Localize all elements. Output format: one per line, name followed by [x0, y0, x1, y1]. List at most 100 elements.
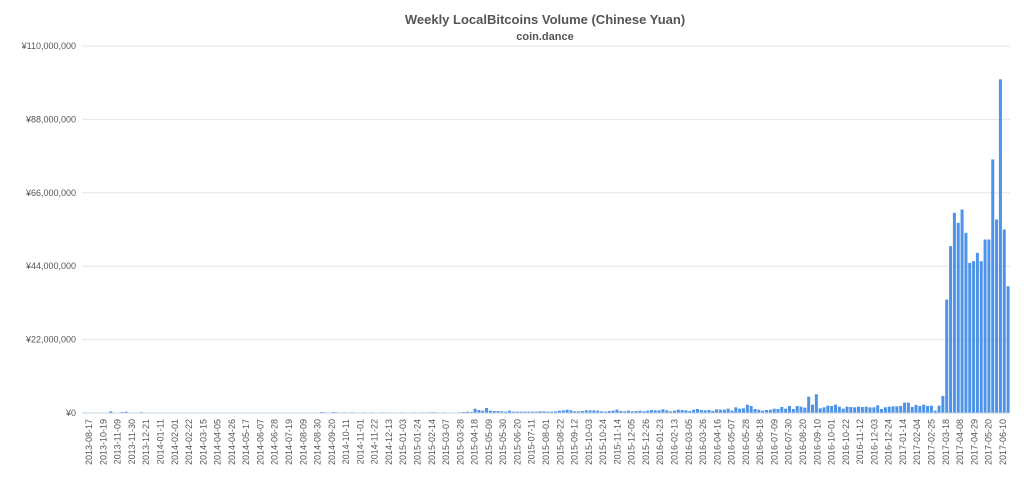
bar[interactable]	[803, 407, 807, 413]
bar[interactable]	[561, 410, 565, 413]
bar[interactable]	[638, 410, 642, 413]
bar[interactable]	[899, 405, 903, 413]
bar[interactable]	[661, 409, 665, 413]
bar[interactable]	[761, 410, 765, 413]
bar[interactable]	[795, 405, 799, 413]
bar[interactable]	[864, 406, 868, 413]
bar[interactable]	[791, 409, 795, 413]
bar[interactable]	[853, 407, 857, 413]
bar[interactable]	[603, 411, 607, 413]
bar[interactable]	[876, 405, 880, 413]
bar[interactable]	[600, 411, 604, 413]
bar[interactable]	[592, 410, 596, 413]
bar[interactable]	[465, 411, 469, 413]
bar[interactable]	[642, 411, 646, 413]
bar[interactable]	[998, 79, 1002, 414]
bar[interactable]	[718, 409, 722, 413]
bar[interactable]	[872, 407, 876, 413]
bar[interactable]	[975, 252, 979, 413]
bar[interactable]	[715, 409, 719, 413]
bar[interactable]	[515, 411, 519, 413]
bar[interactable]	[1002, 229, 1006, 414]
bar[interactable]	[653, 410, 657, 413]
bar[interactable]	[929, 405, 933, 413]
bar[interactable]	[492, 411, 496, 413]
bar[interactable]	[918, 405, 922, 413]
bar[interactable]	[542, 411, 546, 413]
bar[interactable]	[584, 410, 588, 413]
bar[interactable]	[991, 159, 995, 413]
bar[interactable]	[477, 410, 481, 413]
bar[interactable]	[822, 407, 826, 413]
bar[interactable]	[906, 402, 910, 413]
bar[interactable]	[837, 406, 841, 413]
bar[interactable]	[818, 408, 822, 413]
bar[interactable]	[772, 408, 776, 413]
bar[interactable]	[753, 409, 757, 413]
bar[interactable]	[569, 410, 573, 413]
bar[interactable]	[983, 239, 987, 413]
bar[interactable]	[711, 411, 715, 413]
bar[interactable]	[830, 405, 834, 413]
bar[interactable]	[626, 410, 630, 413]
bar[interactable]	[488, 410, 492, 413]
bar[interactable]	[726, 408, 730, 413]
bar[interactable]	[676, 409, 680, 413]
bar[interactable]	[527, 411, 531, 413]
bar[interactable]	[722, 409, 726, 413]
bar[interactable]	[849, 406, 853, 413]
bar[interactable]	[745, 404, 749, 413]
bar[interactable]	[672, 410, 676, 413]
bar[interactable]	[511, 411, 515, 413]
bar[interactable]	[473, 408, 477, 413]
bar[interactable]	[811, 404, 815, 413]
bar[interactable]	[496, 411, 500, 413]
bar[interactable]	[665, 410, 669, 413]
bar[interactable]	[895, 406, 899, 413]
bar[interactable]	[703, 410, 707, 413]
bar[interactable]	[857, 406, 861, 413]
bar[interactable]	[519, 411, 523, 413]
bar[interactable]	[485, 408, 489, 413]
bar[interactable]	[623, 411, 627, 413]
bar[interactable]	[784, 408, 788, 413]
bar[interactable]	[799, 406, 803, 413]
bar[interactable]	[680, 410, 684, 413]
bar[interactable]	[573, 411, 577, 413]
bar[interactable]	[508, 410, 512, 413]
bar[interactable]	[124, 411, 128, 413]
bar[interactable]	[630, 411, 634, 413]
bar[interactable]	[741, 408, 745, 413]
bar[interactable]	[814, 394, 818, 413]
bar[interactable]	[611, 410, 615, 413]
bar[interactable]	[580, 411, 584, 413]
bar[interactable]	[922, 404, 926, 413]
bar[interactable]	[995, 219, 999, 413]
bar[interactable]	[868, 407, 872, 413]
bar[interactable]	[768, 409, 772, 413]
bar[interactable]	[481, 410, 485, 413]
bar[interactable]	[860, 406, 864, 413]
bar[interactable]	[500, 411, 504, 413]
bar[interactable]	[834, 404, 838, 413]
bar[interactable]	[634, 411, 638, 413]
bar[interactable]	[695, 409, 699, 413]
bar[interactable]	[619, 411, 623, 413]
bar[interactable]	[615, 409, 619, 413]
bar[interactable]	[845, 406, 849, 413]
bar[interactable]	[956, 222, 960, 413]
bar[interactable]	[891, 406, 895, 413]
bar[interactable]	[534, 411, 538, 413]
bar[interactable]	[903, 402, 907, 413]
bar[interactable]	[730, 410, 734, 413]
bar[interactable]	[880, 409, 884, 413]
bar[interactable]	[531, 411, 535, 413]
bar[interactable]	[841, 408, 845, 413]
bar[interactable]	[669, 411, 673, 413]
bar[interactable]	[757, 409, 761, 413]
bar[interactable]	[914, 404, 918, 413]
bar[interactable]	[596, 410, 600, 413]
bar[interactable]	[987, 239, 991, 413]
bar[interactable]	[765, 410, 768, 413]
bar[interactable]	[738, 408, 742, 413]
